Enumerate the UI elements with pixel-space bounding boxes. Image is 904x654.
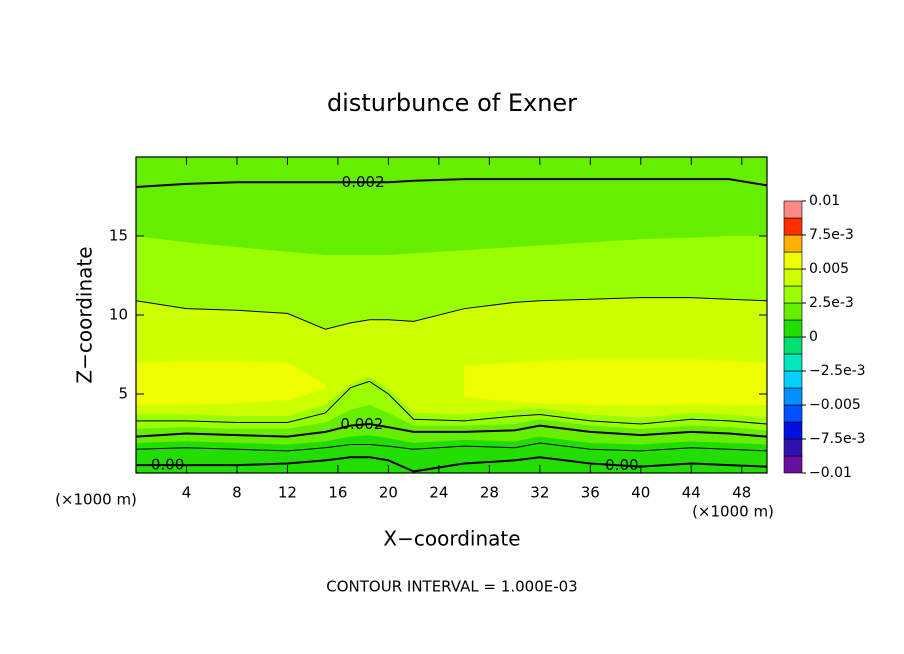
- y-unit-label: (×1000 m): [55, 491, 137, 509]
- colorbar-band: [783, 251, 803, 270]
- colorbar-tick-label: 2.5e-3: [809, 295, 854, 311]
- colorbar-band: [783, 217, 803, 236]
- x-unit-label: (×1000 m): [692, 503, 774, 521]
- contour-interval: CONTOUR INTERVAL = 1.000E-03: [326, 578, 577, 596]
- x-tick-label: 16: [328, 484, 347, 502]
- colorbar-band: [783, 455, 803, 474]
- x-tick-label: 12: [278, 484, 297, 502]
- x-tick-label: 40: [631, 484, 650, 502]
- x-tick-label: 48: [732, 484, 751, 502]
- colorbar-tick-label: −0.005: [809, 397, 861, 413]
- colorbar-band: [783, 285, 803, 304]
- colorbar-tick-label: −7.5e-3: [809, 431, 866, 447]
- y-tick-label: 10: [109, 306, 128, 324]
- field: 0.002 0.002 0.00 0.00: [136, 157, 767, 474]
- colorbar-tick-label: −2.5e-3: [809, 363, 866, 379]
- colorbar-band: [783, 302, 803, 321]
- contour-line: [136, 456, 767, 473]
- colorbar-band: [783, 268, 803, 287]
- x-tick-label: 8: [232, 484, 242, 502]
- filled-region: [136, 360, 326, 406]
- colorbar-band: [783, 336, 803, 355]
- x-tick-label: 44: [682, 484, 701, 502]
- colorbar-band: [783, 421, 803, 440]
- colorbar-band: [783, 200, 803, 219]
- colorbar-tick-label: 7.5e-3: [809, 227, 854, 243]
- colorbar-tick-label: −0.01: [809, 465, 852, 481]
- colorbar-band: [783, 370, 803, 389]
- y-tick-label: 5: [118, 385, 128, 403]
- colorbar-band: [783, 387, 803, 406]
- x-tick-label: 4: [182, 484, 192, 502]
- y-axis-label: Z−coordinate: [73, 246, 97, 383]
- contour-line: [136, 442, 767, 452]
- contour-label: 0.002: [342, 173, 385, 191]
- contour-line: [136, 297, 767, 330]
- contour-line: [136, 178, 767, 189]
- colorbar-tick-label: 0.01: [809, 193, 840, 209]
- chart-title: disturbunce of Exner: [327, 89, 577, 117]
- colorbar-band: [783, 353, 803, 372]
- x-axis-label: X−coordinate: [383, 527, 520, 551]
- colorbar-tick-label: 0: [809, 329, 818, 345]
- contour-label: 0.00: [151, 456, 184, 474]
- x-tick-label: 24: [429, 484, 448, 502]
- x-tick-label: 36: [581, 484, 600, 502]
- contour-line: [136, 380, 767, 425]
- colorbar-band: [783, 234, 803, 253]
- colorbar-band: [783, 404, 803, 423]
- colorbar-band: [783, 438, 803, 457]
- contour-line: [136, 423, 767, 438]
- x-tick-label: 20: [379, 484, 398, 502]
- colorbar-tick-label: 0.005: [809, 261, 849, 277]
- filled-region: [464, 359, 767, 406]
- x-tick-label: 32: [530, 484, 549, 502]
- contour-label: 0.00: [605, 456, 638, 474]
- contour-label: 0.002: [340, 415, 383, 433]
- colorbar-band: [783, 319, 803, 338]
- x-tick-label: 28: [480, 484, 499, 502]
- y-tick-label: 15: [109, 227, 128, 245]
